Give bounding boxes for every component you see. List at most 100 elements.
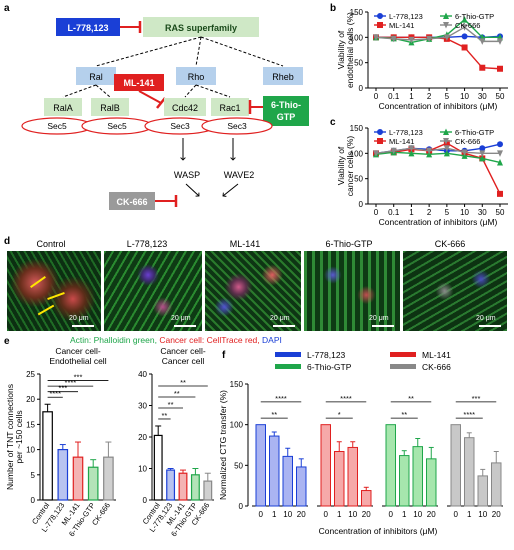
rho-label: Rho (188, 72, 205, 82)
bar (347, 446, 358, 507)
ralb-box (91, 98, 129, 116)
x-tick-label: 1 (402, 510, 407, 519)
sig-label: **** (49, 389, 61, 398)
arrow-wasp-merge (185, 183, 200, 197)
panel-label-d: d (4, 236, 10, 247)
bar (87, 466, 99, 501)
series-line (375, 151, 501, 164)
x-axis-label: Concentration of inhibitors (μM) (319, 526, 438, 536)
x-tick-label: 10 (283, 510, 292, 519)
data-point (479, 64, 486, 71)
bar (178, 472, 188, 501)
y-tick-label: 100 (350, 149, 364, 158)
bar (426, 458, 437, 507)
sig-label: **** (463, 410, 475, 419)
x-tick-label: 20 (362, 510, 371, 519)
y-tick-label: 0 (359, 200, 364, 209)
chart-title-2: Endothelial cell (49, 356, 106, 366)
data-point (408, 145, 415, 152)
x-tick-label: 10 (478, 510, 487, 519)
x-tick-label: 10 (413, 510, 422, 519)
scalebar-label: 20 μm (270, 315, 290, 322)
data-point (408, 36, 415, 44)
stain-legend-dapi: DAPI (262, 335, 282, 345)
x-tick-label: 10 (460, 92, 469, 101)
y-tick-label: 20 (26, 395, 35, 404)
x-tick-label: 10 (460, 208, 469, 217)
l778-label: L-778,123 (67, 23, 108, 33)
yellow-arrow-icon (37, 304, 55, 316)
data-point (373, 34, 379, 41)
x-tick-label: 1 (467, 510, 472, 519)
y-axis-label-1: Number of TNT connections (5, 384, 15, 490)
yellow-arrow-icon (30, 276, 46, 288)
legend-label: 6-Thio-GTP (455, 128, 494, 137)
legend-label: ML-141 (422, 350, 451, 360)
stain-legend: Actin: Phalloidin green, Cancer cell: Ce… (70, 335, 282, 345)
rheb-label: Rheb (272, 72, 294, 82)
legend-label: 6-Thio-GTP (455, 12, 494, 21)
cdc42-label: Cdc42 (172, 103, 198, 113)
chart-e2: 010203040ControlL-778,123ML-1416-Thio-GT… (138, 346, 214, 538)
legend-label: CK-666 (455, 137, 480, 146)
legend-marker (377, 22, 383, 28)
panel-label-b: b (330, 3, 336, 14)
y-tick-label: 50 (354, 175, 363, 184)
legend-label: ML-141 (389, 21, 414, 30)
data-point (497, 150, 503, 157)
y-axis-label-2: cancer cells (%) (345, 136, 355, 197)
micro-image-thio: 20 μm (304, 251, 400, 331)
x-tick-label: 1 (337, 510, 342, 519)
sig-label: **** (340, 394, 352, 403)
legend-label: 6-Thio-GTP (307, 362, 352, 372)
y-tick-label: 0 (143, 496, 148, 505)
rac1-label: Rac1 (219, 103, 240, 113)
scalebar-label: 20 μm (69, 315, 89, 322)
sec5-label-a: Sec5 (47, 121, 67, 131)
x-tick-label: 1 (409, 92, 414, 101)
panel-label-f: f (222, 350, 226, 361)
data-point (497, 38, 503, 45)
y-tick-label: 0 (359, 84, 364, 93)
scalebar-label: 20 μm (476, 315, 496, 322)
x-tick-label: 0.1 (388, 208, 400, 217)
sec3-label-b: Sec3 (227, 121, 247, 131)
x-tick-label: 2 (427, 208, 432, 217)
legend-marker (443, 22, 449, 29)
scalebar-label: 20 μm (171, 315, 191, 322)
data-point (443, 149, 450, 157)
data-point (373, 150, 379, 157)
x-tick-label: 20 (492, 510, 501, 519)
x-tick-label: 50 (496, 92, 505, 101)
y-tick-label: 150 (350, 8, 364, 17)
y-tick-label: 0 (31, 496, 36, 505)
sig-label: ** (180, 378, 186, 387)
legend-label: L-778,123 (389, 128, 423, 137)
ralb-label: RalB (100, 103, 120, 113)
yellow-arrow-icon (47, 291, 65, 301)
micro-title-control: Control (36, 239, 66, 249)
scalebar (72, 325, 94, 327)
l778-box (56, 18, 120, 36)
rho-box (176, 67, 216, 85)
bar (255, 424, 266, 507)
bar (464, 437, 475, 507)
data-point (461, 44, 468, 51)
chart-title-1: Cancer cell- (160, 346, 206, 356)
sig-label: ** (174, 389, 180, 398)
bar (269, 435, 280, 507)
sec3-label-a: Sec3 (170, 121, 190, 131)
arrow-wave2-merge (222, 183, 239, 197)
x-tick-label: 50 (496, 208, 505, 217)
panel-label-a: a (4, 3, 10, 14)
bar (72, 456, 84, 501)
x-tick-label: 0 (374, 208, 379, 217)
legend-marker (377, 129, 383, 135)
chart-title-1: Cancer cell- (55, 346, 101, 356)
x-tick-label: 0 (324, 510, 329, 519)
bar (477, 475, 488, 507)
rac1-box (211, 98, 249, 116)
chart-title-2: Cancer cell (162, 356, 205, 366)
scalebar (174, 325, 196, 327)
